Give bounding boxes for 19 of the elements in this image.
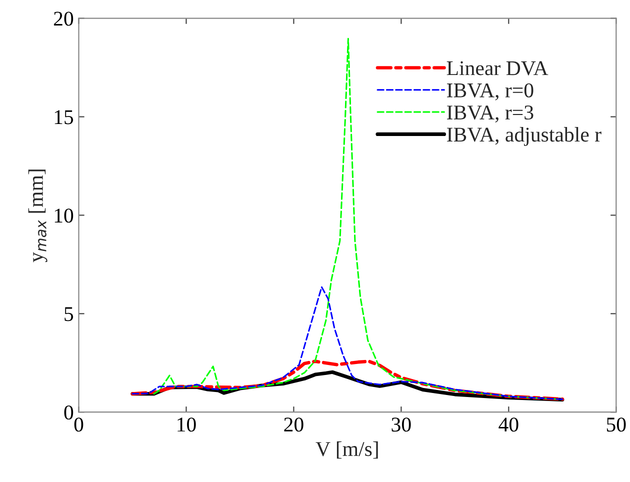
y-tick-label: 5 bbox=[64, 307, 74, 322]
x-tick-label: 30 bbox=[392, 418, 411, 432]
legend-label: IBVA, adjustable r bbox=[447, 127, 602, 146]
x-tick-label: 20 bbox=[284, 418, 304, 432]
line-series bbox=[130, 360, 564, 401]
y-tick-label: 10 bbox=[54, 208, 74, 223]
y-tick-label: 20 bbox=[54, 12, 74, 26]
y-tick-label: 15 bbox=[54, 110, 74, 124]
line-series bbox=[132, 286, 564, 400]
legend-label: IBVA, r=3 bbox=[447, 106, 534, 123]
legend-label: Linear DVA bbox=[446, 61, 548, 76]
y-tick-label: 0 bbox=[64, 405, 74, 420]
y-axis-title: y$_{max}$ [mm] bbox=[28, 170, 48, 262]
x-tick-label: 10 bbox=[178, 418, 196, 432]
legend-label: IBVA, r=0 bbox=[447, 83, 534, 100]
x-tick-label: 40 bbox=[498, 418, 518, 432]
x-axis-title: V [m/s] bbox=[316, 441, 378, 459]
x-tick-label: 0 bbox=[74, 418, 84, 432]
x-tick-label: 50 bbox=[606, 418, 626, 432]
